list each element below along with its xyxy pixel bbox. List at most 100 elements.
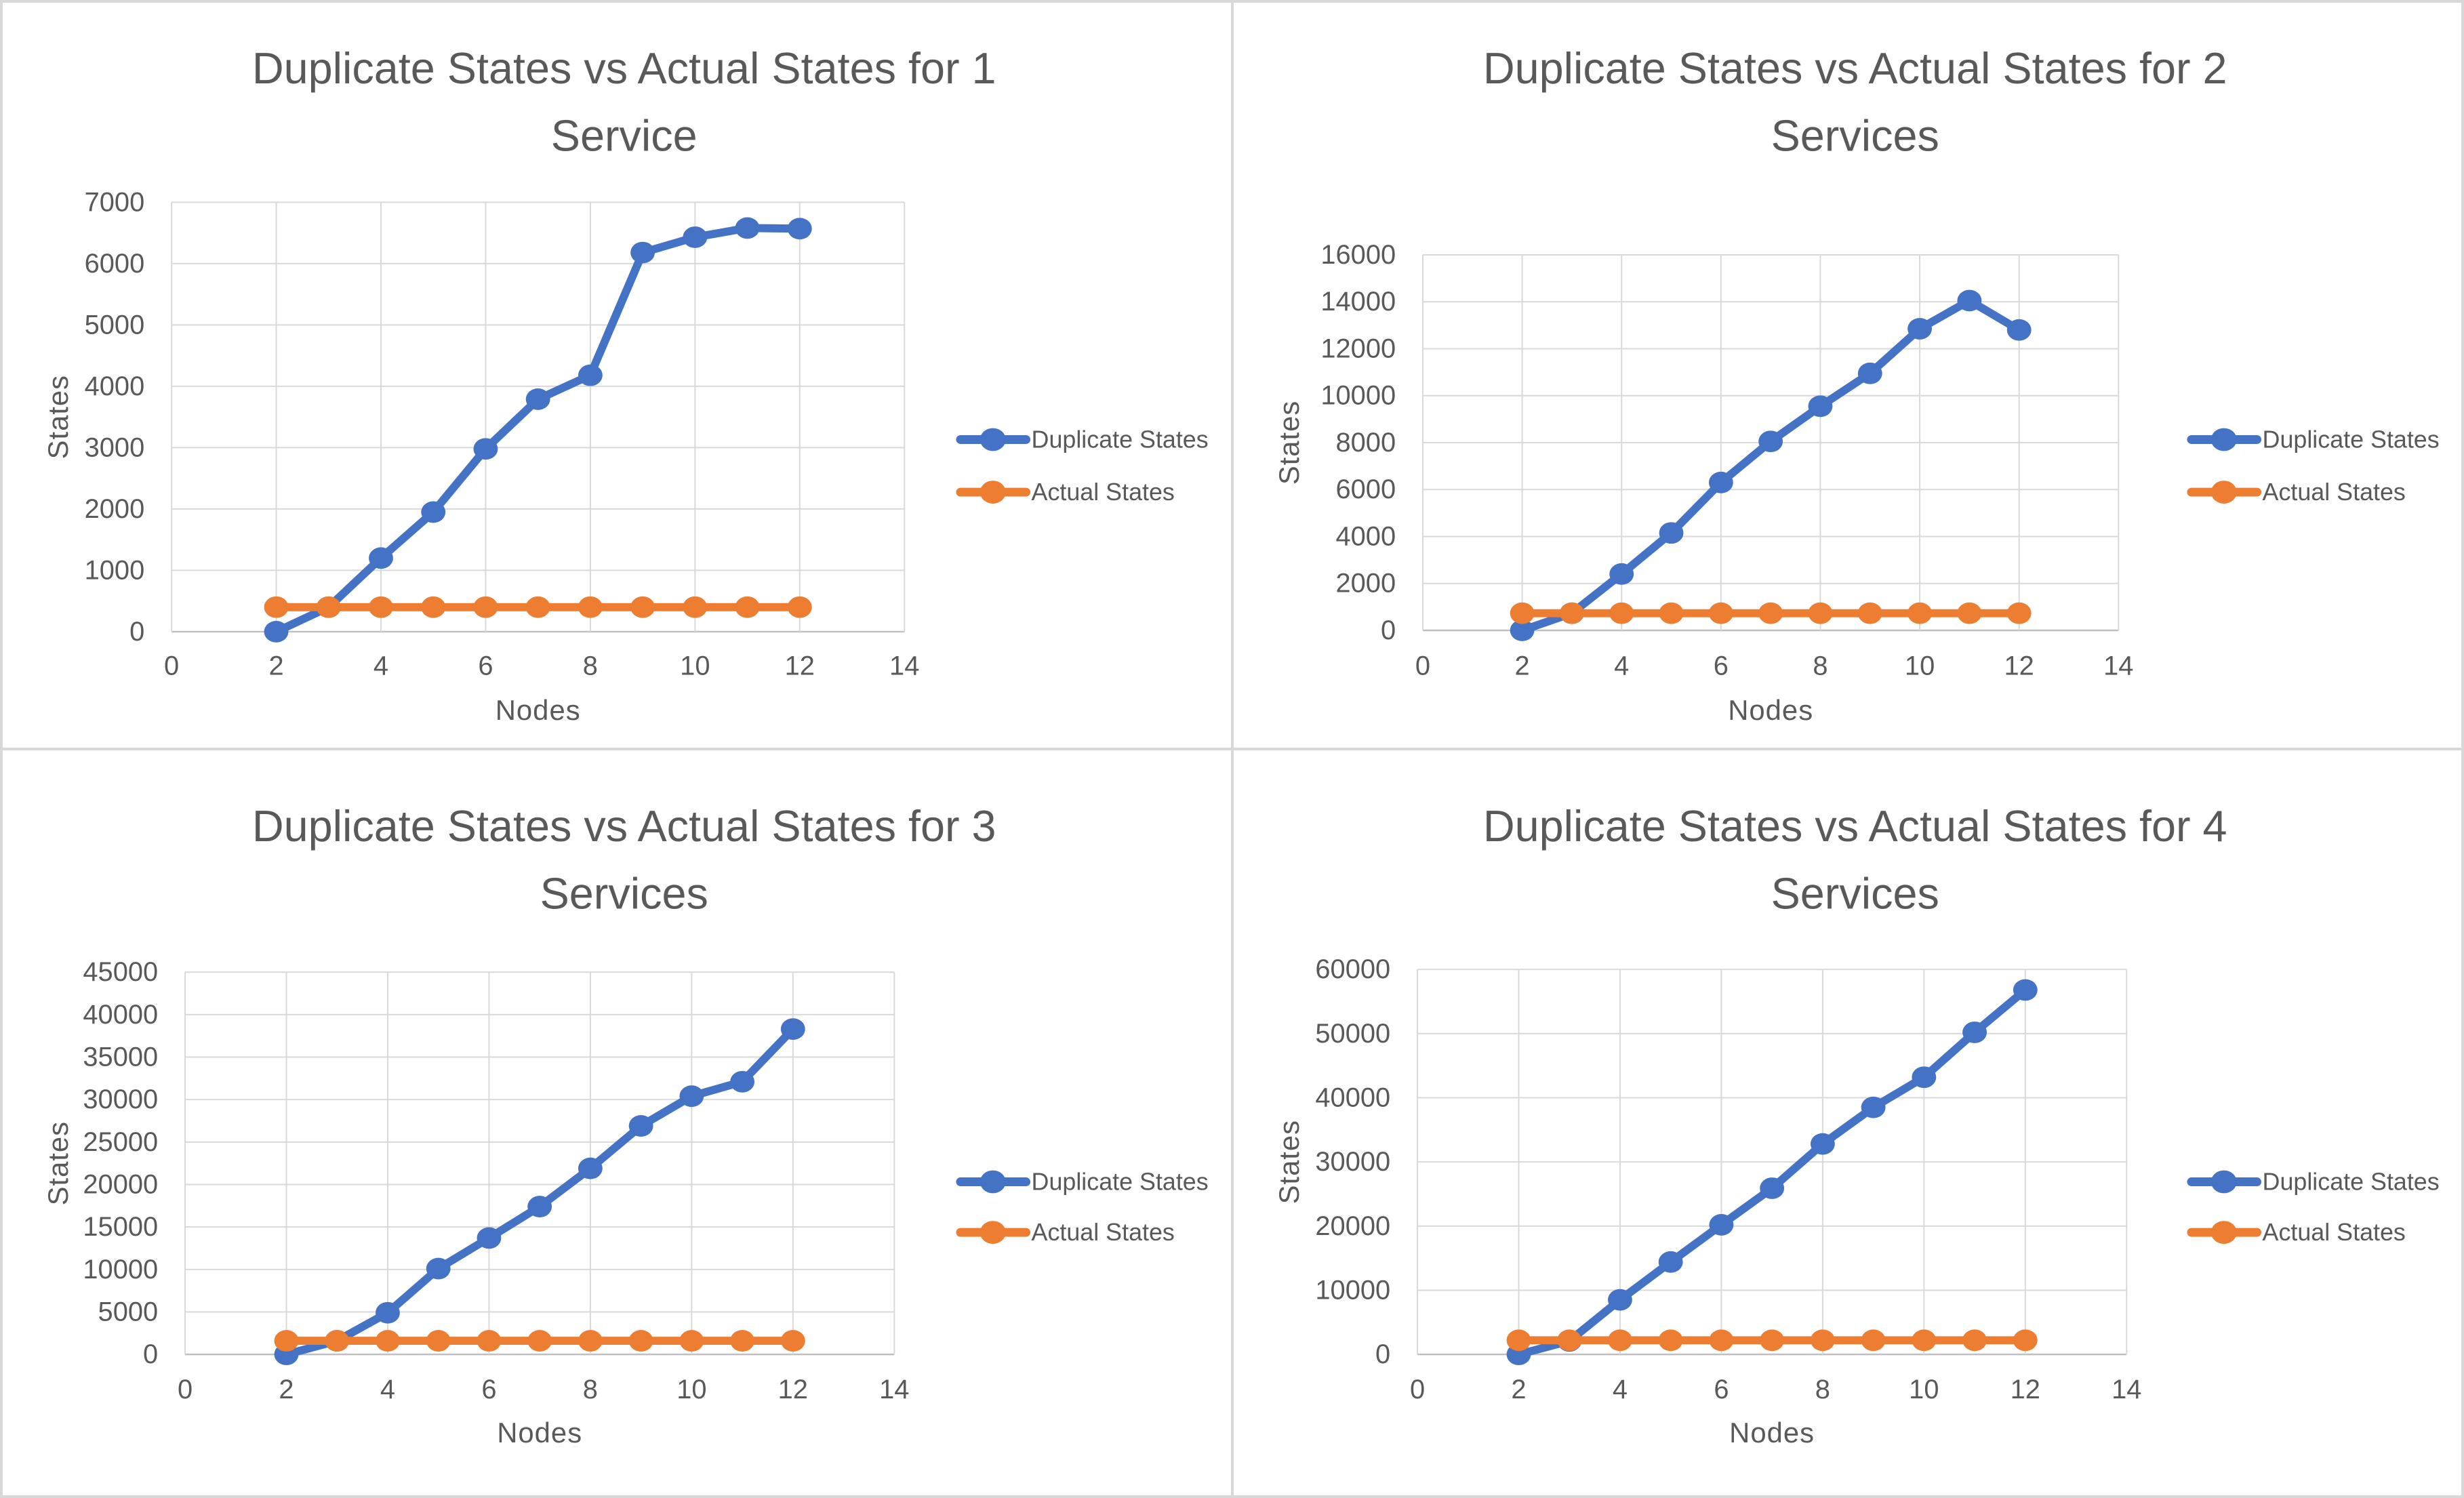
x-axis-tick-label: 14: [889, 651, 919, 681]
actual-states-data-point-marker: [1506, 1329, 1531, 1352]
legend-item-duplicate-states: Duplicate States: [956, 1169, 1209, 1196]
duplicate-states-data-point-marker: [1810, 1133, 1835, 1155]
chart-title-line-1: Duplicate States vs Actual States for 4: [1482, 801, 2227, 851]
actual-states-data-point-marker: [730, 1330, 755, 1352]
actual-states-data-point-marker: [1559, 602, 1584, 624]
y-axis-tick-label: 7000: [85, 187, 145, 217]
legend-marker-duplicate-states: [2210, 428, 2237, 451]
y-axis-tick-label: 10000: [1315, 1276, 1390, 1305]
duplicate-states-data-point-marker: [527, 1196, 552, 1217]
chart-panel-1-service[interactable]: Duplicate States vs Actual States for 1 S…: [3, 3, 1231, 748]
line-chart-4-services[interactable]: Duplicate States vs Actual States for 4 S…: [1234, 750, 2462, 1495]
duplicate-states-data-point-marker: [1911, 1066, 1936, 1089]
x-axis-tick-label: 0: [178, 1375, 193, 1404]
x-axis-tick-label: 10: [676, 1375, 706, 1404]
y-axis-tick-label: 6000: [85, 249, 145, 279]
actual-states-data-point-marker: [2006, 602, 2032, 624]
duplicate-states-data-point-marker: [730, 1070, 755, 1093]
actual-states-series: [264, 596, 812, 618]
legend-label-duplicate-states: Duplicate States: [1032, 1169, 1209, 1196]
line-chart-1-service[interactable]: Duplicate States vs Actual States for 1 S…: [3, 3, 1231, 748]
duplicate-states-data-point-marker: [369, 547, 393, 569]
x-axis-tick-label: 12: [785, 651, 815, 681]
duplicate-states-data-point-marker: [1659, 522, 1683, 544]
duplicate-states-data-point-marker: [1510, 620, 1535, 641]
actual-states-data-point-marker: [628, 1330, 653, 1352]
duplicate-states-data-point-marker: [780, 1018, 805, 1040]
legend-label-actual-states: Actual States: [2262, 479, 2405, 506]
legend-label-actual-states: Actual States: [1032, 479, 1175, 506]
actual-states-data-point-marker: [264, 596, 289, 618]
legend-marker-actual-states: [2210, 481, 2237, 504]
x-axis-tick-label: 8: [1813, 651, 1827, 681]
actual-states-data-point-marker: [1759, 1329, 1784, 1352]
chart-panel-2-services[interactable]: Duplicate States vs Actual States for 2 S…: [1233, 3, 2462, 748]
x-axis-title: Nodes: [497, 1417, 582, 1449]
actual-states-data-point-marker: [1510, 602, 1535, 624]
actual-states-data-point-marker: [325, 1330, 350, 1352]
y-axis-tick-label: 20000: [1315, 1211, 1390, 1241]
actual-states-data-point-marker: [1556, 1329, 1581, 1352]
actual-states-data-point-marker: [1810, 1329, 1835, 1352]
legend-item-duplicate-states: Duplicate States: [2186, 426, 2439, 453]
chart-title-line-1: Duplicate States vs Actual States for 2: [1482, 43, 2227, 93]
actual-states-data-point-marker: [426, 1330, 451, 1352]
x-axis-tick-label: 10: [680, 651, 710, 681]
x-axis-tick-label: 12: [2010, 1375, 2040, 1404]
x-axis-tick-label: 2: [1511, 1375, 1526, 1404]
y-axis-tick-label: 35000: [83, 1042, 158, 1072]
y-axis-tick-label: 40000: [83, 1000, 158, 1030]
y-axis-tick-label: 4000: [85, 371, 145, 401]
y-axis-tick-label: 16000: [1320, 240, 1396, 270]
y-axis-tick-label: 14000: [1320, 287, 1396, 317]
y-axis-tick-label: 12000: [1320, 333, 1396, 363]
actual-states-data-point-marker: [473, 596, 498, 618]
y-axis-tick-label: 1000: [85, 555, 145, 585]
x-axis-tick-label: 6: [481, 1375, 496, 1404]
actual-states-data-point-marker: [1659, 602, 1683, 624]
actual-states-data-point-marker: [1708, 1329, 1733, 1352]
duplicate-states-data-point-marker: [473, 438, 498, 460]
actual-states-data-point-marker: [1956, 602, 1981, 624]
duplicate-states-data-point-marker: [630, 241, 655, 264]
chart-panel-3-services[interactable]: Duplicate States vs Actual States for 3 S…: [3, 750, 1231, 1495]
actual-states-data-point-marker: [2013, 1329, 2038, 1352]
legend-item-actual-states: Actual States: [956, 1219, 1175, 1246]
duplicate-states-data-point-marker: [1956, 289, 1981, 312]
actual-states-data-point-marker: [1907, 602, 1932, 624]
legend-marker-actual-states: [979, 1221, 1006, 1244]
actual-states-data-point-marker: [630, 596, 655, 618]
line-chart-2-services[interactable]: Duplicate States vs Actual States for 2 S…: [1234, 3, 2462, 748]
duplicate-states-line: [272, 224, 804, 636]
legend-marker-duplicate-states: [2210, 1170, 2237, 1194]
x-axis-tick-label: 0: [1415, 651, 1430, 681]
x-axis-title: Nodes: [1728, 694, 1813, 726]
y-axis-tick-label: 30000: [1315, 1147, 1390, 1177]
x-axis-tick-label: 4: [373, 651, 388, 681]
actual-states-data-point-marker: [1857, 602, 1882, 624]
x-axis-tick-label: 4: [380, 1375, 395, 1404]
line-chart-3-services[interactable]: Duplicate States vs Actual States for 3 S…: [3, 750, 1231, 1495]
duplicate-states-data-point-marker: [683, 226, 708, 248]
y-axis-tick-label: 40000: [1315, 1083, 1390, 1113]
legend-item-duplicate-states: Duplicate States: [956, 426, 1209, 453]
actual-states-data-point-marker: [1861, 1329, 1886, 1352]
duplicate-states-data-point-marker: [578, 364, 603, 386]
chart-title-line-1: Duplicate States vs Actual States for 1: [252, 43, 996, 93]
chart-title-line-2: Services: [540, 868, 708, 918]
actual-states-data-point-marker: [683, 596, 708, 618]
chart-panel-4-services[interactable]: Duplicate States vs Actual States for 4 S…: [1233, 750, 2462, 1495]
duplicate-states-data-point-marker: [426, 1257, 451, 1280]
x-axis-tick-label: 14: [2112, 1375, 2141, 1404]
x-axis-tick-label: 12: [778, 1375, 808, 1404]
duplicate-states-data-point-marker: [679, 1085, 704, 1108]
y-axis-tick-label: 60000: [1315, 954, 1390, 984]
duplicate-states-data-point-marker: [1907, 318, 1932, 340]
duplicate-states-data-point-marker: [578, 1157, 603, 1179]
y-axis-title: States: [42, 375, 74, 459]
duplicate-states-data-point-marker: [477, 1227, 502, 1249]
legend-item-actual-states: Actual States: [2186, 479, 2405, 506]
x-axis-tick-label: 0: [164, 651, 179, 681]
legend-item-actual-states: Actual States: [2186, 1219, 2405, 1246]
